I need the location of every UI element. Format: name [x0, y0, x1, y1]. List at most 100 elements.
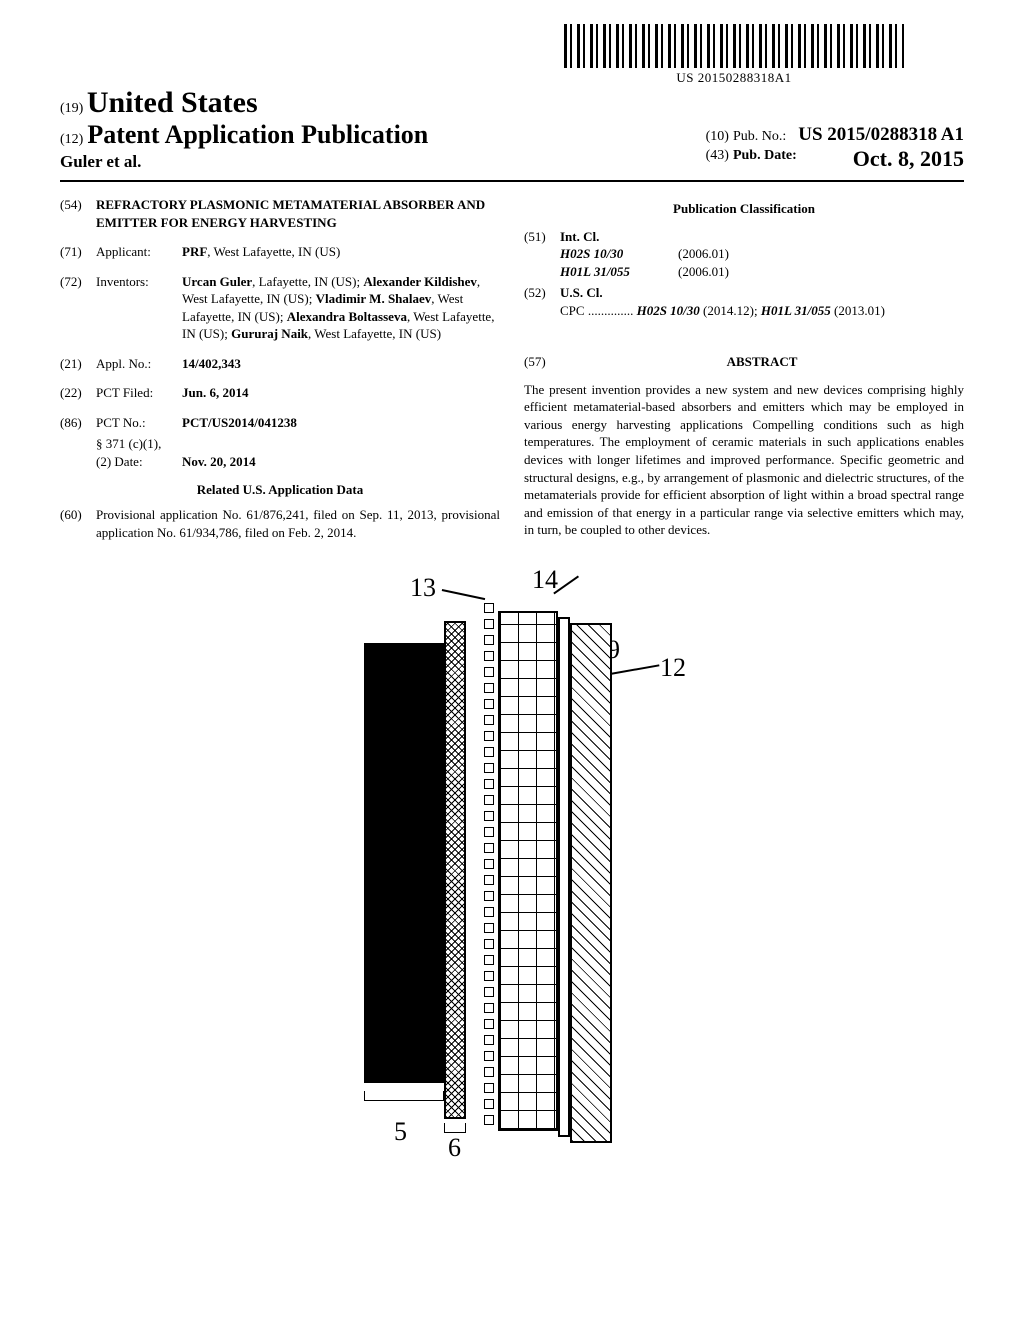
field-21-num: (21) [60, 355, 96, 373]
pub-no: US 2015/0288318 A1 [798, 124, 964, 145]
pub-no-prefix: (10) [706, 129, 729, 144]
field-21-label: Appl. No.: [96, 355, 182, 373]
diagram-square [484, 715, 494, 725]
field-72-label: Inventors: [96, 273, 182, 343]
applicant-name: PRF [182, 244, 207, 259]
field-21-value: 14/402,343 [182, 355, 500, 373]
diagram-layer-6 [444, 621, 466, 1119]
diagram-square [484, 859, 494, 869]
diagram-square [484, 1115, 494, 1125]
cpc-line: CPC .............. H02S 10/30 (2014.12);… [560, 302, 964, 320]
field-60-body: Provisional application No. 61/876,241, … [96, 506, 500, 541]
diagram-square [484, 939, 494, 949]
diagram-gap [466, 627, 484, 1107]
barcode-block: US 20150288318A1 [564, 24, 904, 86]
diagram-square [484, 875, 494, 885]
diagram-square [484, 763, 494, 773]
diagram-square [484, 651, 494, 661]
diagram-square [484, 827, 494, 837]
field-52-label: U.S. Cl. [560, 284, 964, 302]
abstract-body: The present invention provides a new sys… [524, 381, 964, 539]
diagram-square [484, 779, 494, 789]
diagram-label-13: 13 [410, 573, 436, 603]
diagram-square [484, 811, 494, 821]
field-52-body: U.S. Cl. CPC .............. H02S 10/30 (… [560, 284, 964, 319]
diagram-square [484, 699, 494, 709]
pub-prefix: (12) [60, 132, 83, 147]
field-21: (21) Appl. No.: 14/402,343 [60, 355, 500, 373]
diagram-square [484, 907, 494, 917]
diagram-square [484, 747, 494, 757]
field-71-body: PRF, West Lafayette, IN (US) [182, 243, 500, 261]
barcode-number: US 20150288318A1 [564, 70, 904, 86]
intcl-row: H02S 10/30(2006.01) [560, 245, 964, 263]
field-71-num: (71) [60, 243, 96, 261]
field-72: (72) Inventors: Urcan Guler, Lafayette, … [60, 273, 500, 343]
body-columns: (54) REFRACTORY PLASMONIC METAMATERIAL A… [60, 196, 964, 553]
abstract-num: (57) [524, 353, 560, 371]
country-line: (19) United States [60, 86, 964, 120]
abstract-label: ABSTRACT [560, 353, 964, 371]
title-left: (12) Patent Application Publication Gule… [60, 120, 428, 172]
brace-6 [444, 1123, 466, 1133]
diagram-layer-5 [364, 643, 444, 1083]
applicant-rest: , West Lafayette, IN (US) [207, 244, 340, 259]
brace-5 [364, 1091, 444, 1101]
diagram-square [484, 891, 494, 901]
field-52-num: (52) [524, 284, 560, 319]
pub-no-line: (10) Pub. No.: US 2015/0288318 A1 [706, 124, 964, 146]
lead-13 [442, 589, 485, 600]
diagram-square [484, 955, 494, 965]
pub-date: Oct. 8, 2015 [853, 146, 964, 172]
classification-title: Publication Classification [524, 200, 964, 218]
diagram-layer-12 [570, 623, 612, 1143]
diagram-square [484, 923, 494, 933]
field-86: (86) PCT No.: PCT/US2014/041238 [60, 414, 500, 432]
diagram-square [484, 731, 494, 741]
lead-12 [610, 665, 660, 675]
field-54: (54) REFRACTORY PLASMONIC METAMATERIAL A… [60, 196, 500, 231]
diagram-square [484, 1083, 494, 1093]
diagram-square [484, 1019, 494, 1029]
diagram-square [484, 987, 494, 997]
diagram-layer-14 [498, 611, 558, 1131]
diagram-square [484, 635, 494, 645]
field-51: (51) Int. Cl. H02S 10/30(2006.01)H01L 31… [524, 228, 964, 281]
pub-title: Patent Application Publication [87, 120, 428, 149]
related-apps-title: Related U.S. Application Data [60, 481, 500, 499]
pub-date-line: (43) Pub. Date: Oct. 8, 2015 [706, 146, 964, 172]
pub-no-label: Pub. No.: [733, 129, 786, 144]
diagram-label-14: 14 [532, 565, 558, 595]
diagram-square [484, 619, 494, 629]
field-22-value: Jun. 6, 2014 [182, 384, 500, 402]
diagram-square [484, 843, 494, 853]
diagram-square [484, 1099, 494, 1109]
field-71-label: Applicant: [96, 243, 182, 261]
left-col: (54) REFRACTORY PLASMONIC METAMATERIAL A… [60, 196, 500, 553]
abstract-header: (57) ABSTRACT [524, 337, 964, 381]
field-86-sub2: (2) Date: Nov. 20, 2014 [60, 453, 500, 471]
field-22-label: PCT Filed: [96, 384, 182, 402]
authors: Guler et al. [60, 152, 428, 172]
field-51-label: Int. Cl. [560, 228, 964, 246]
hr [60, 180, 964, 182]
field-86-sub2-value: Nov. 20, 2014 [182, 453, 256, 471]
diagram-square [484, 1051, 494, 1061]
field-52: (52) U.S. Cl. CPC .............. H02S 10… [524, 284, 964, 319]
field-72-num: (72) [60, 273, 96, 343]
diagram-layer-13 [484, 603, 494, 1121]
diagram-square [484, 795, 494, 805]
field-86-value: PCT/US2014/041238 [182, 414, 500, 432]
field-86-num: (86) [60, 414, 96, 432]
field-51-body: Int. Cl. H02S 10/30(2006.01)H01L 31/055(… [560, 228, 964, 281]
country: United States [87, 86, 258, 119]
field-60: (60) Provisional application No. 61/876,… [60, 506, 500, 541]
field-71: (71) Applicant: PRF, West Lafayette, IN … [60, 243, 500, 261]
field-54-num: (54) [60, 196, 96, 231]
title-row: (12) Patent Application Publication Gule… [60, 120, 964, 172]
pub-date-prefix: (43) [706, 148, 729, 163]
barcode-graphic [564, 24, 904, 68]
country-prefix: (19) [60, 101, 83, 116]
title-right: (10) Pub. No.: US 2015/0288318 A1 (43) P… [706, 124, 964, 172]
field-22-num: (22) [60, 384, 96, 402]
